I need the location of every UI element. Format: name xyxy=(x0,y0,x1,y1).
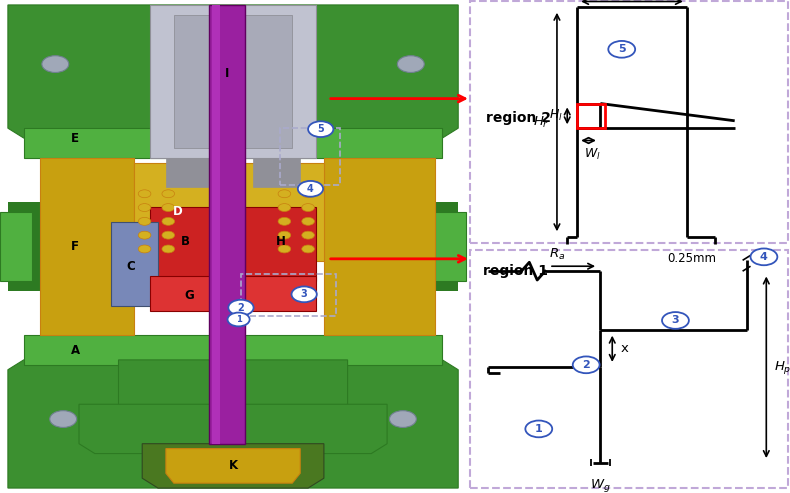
Polygon shape xyxy=(324,158,434,335)
Text: region 2: region 2 xyxy=(486,111,551,125)
Text: D: D xyxy=(173,206,182,218)
FancyBboxPatch shape xyxy=(470,1,788,243)
Circle shape xyxy=(50,411,77,427)
Circle shape xyxy=(138,231,151,239)
Polygon shape xyxy=(8,202,40,291)
Text: $W_g$: $W_g$ xyxy=(590,477,611,493)
Circle shape xyxy=(298,181,323,197)
Polygon shape xyxy=(24,335,442,365)
Polygon shape xyxy=(40,158,134,335)
Text: 2: 2 xyxy=(238,303,244,313)
Text: 3: 3 xyxy=(672,316,679,325)
Text: 4: 4 xyxy=(760,252,768,262)
Polygon shape xyxy=(134,163,229,261)
Circle shape xyxy=(573,356,600,373)
Circle shape xyxy=(162,231,175,239)
Circle shape xyxy=(138,245,151,253)
Text: B: B xyxy=(181,235,190,248)
Text: region 1: region 1 xyxy=(483,264,548,278)
Circle shape xyxy=(608,41,635,58)
Text: E: E xyxy=(71,132,79,144)
Polygon shape xyxy=(111,222,158,306)
Text: K: K xyxy=(228,459,238,472)
Text: x: x xyxy=(620,342,628,355)
Circle shape xyxy=(302,231,314,239)
Circle shape xyxy=(302,190,314,198)
Text: H: H xyxy=(276,235,285,248)
Polygon shape xyxy=(253,158,300,187)
Polygon shape xyxy=(245,163,324,261)
Text: 4: 4 xyxy=(307,184,314,194)
Text: 1: 1 xyxy=(535,424,543,434)
Text: 2: 2 xyxy=(582,360,590,370)
Polygon shape xyxy=(8,360,458,488)
Text: $H_r$: $H_r$ xyxy=(532,114,549,130)
Circle shape xyxy=(525,421,552,437)
Polygon shape xyxy=(24,128,442,158)
Text: F: F xyxy=(71,240,79,253)
Polygon shape xyxy=(166,449,300,483)
Text: $R_a$: $R_a$ xyxy=(549,247,565,262)
Polygon shape xyxy=(142,444,324,488)
Text: $W_l$: $W_l$ xyxy=(584,146,601,162)
Bar xyxy=(577,104,605,128)
Text: 3: 3 xyxy=(301,289,307,299)
Polygon shape xyxy=(174,15,292,148)
Text: C: C xyxy=(126,260,135,273)
Circle shape xyxy=(162,190,175,198)
Text: G: G xyxy=(185,289,194,302)
Polygon shape xyxy=(166,158,213,187)
Circle shape xyxy=(278,190,291,198)
Circle shape xyxy=(42,56,69,72)
Polygon shape xyxy=(118,360,348,414)
Circle shape xyxy=(278,204,291,211)
Polygon shape xyxy=(435,212,466,281)
Circle shape xyxy=(162,204,175,211)
Text: 5: 5 xyxy=(318,124,324,134)
Circle shape xyxy=(278,231,291,239)
Text: $H_p$: $H_p$ xyxy=(774,359,790,376)
Polygon shape xyxy=(150,207,221,281)
Polygon shape xyxy=(212,5,220,444)
Circle shape xyxy=(162,217,175,225)
Circle shape xyxy=(389,411,416,427)
Circle shape xyxy=(308,121,333,137)
Circle shape xyxy=(302,204,314,211)
Text: 1: 1 xyxy=(235,315,242,324)
Circle shape xyxy=(278,217,291,225)
FancyBboxPatch shape xyxy=(470,250,788,488)
Circle shape xyxy=(302,217,314,225)
Circle shape xyxy=(228,300,254,316)
Circle shape xyxy=(397,56,424,72)
Polygon shape xyxy=(150,276,316,311)
Text: A: A xyxy=(70,344,80,356)
Polygon shape xyxy=(79,404,387,454)
Circle shape xyxy=(292,286,317,302)
Circle shape xyxy=(750,248,777,265)
Polygon shape xyxy=(0,212,32,281)
Text: $H_l$: $H_l$ xyxy=(549,108,562,123)
Polygon shape xyxy=(8,5,458,138)
Circle shape xyxy=(278,245,291,253)
Polygon shape xyxy=(245,207,316,281)
Text: 0.25mm: 0.25mm xyxy=(667,252,716,265)
Circle shape xyxy=(138,190,151,198)
Text: 5: 5 xyxy=(618,44,626,54)
Circle shape xyxy=(302,245,314,253)
Circle shape xyxy=(662,312,689,329)
Polygon shape xyxy=(150,5,316,158)
Text: I: I xyxy=(224,68,229,80)
Circle shape xyxy=(228,313,250,326)
Polygon shape xyxy=(209,5,245,444)
Circle shape xyxy=(138,204,151,211)
Polygon shape xyxy=(427,202,458,291)
Circle shape xyxy=(162,245,175,253)
Circle shape xyxy=(138,217,151,225)
